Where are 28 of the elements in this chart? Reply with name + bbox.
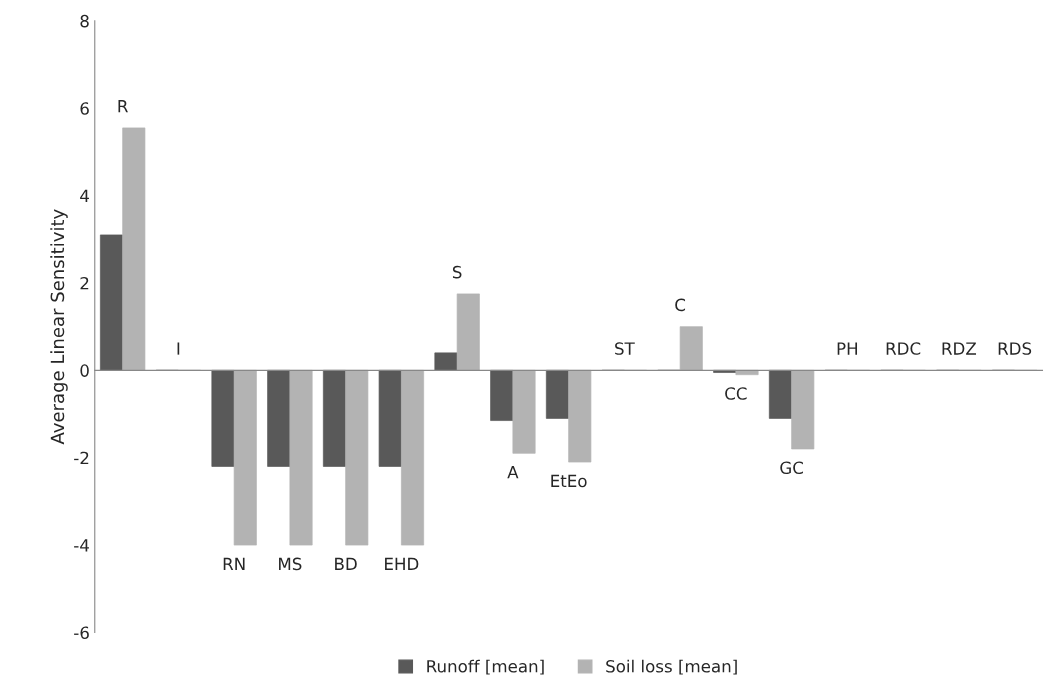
y-tick-label: -2 [74,451,89,465]
x-tick-label: GC [780,461,803,475]
x-tick-label: CC [725,387,747,400]
x-tick-label: BD [335,557,357,570]
y-tick-label: 4 [80,189,89,202]
y-tick-label: 6 [80,102,89,115]
y-tick-label: 0 [80,364,89,377]
x-tick-label: ST [615,342,635,355]
x-tick-label: EtEo [551,474,587,488]
y-tick-label: 8 [80,14,89,28]
x-tick-label: RN [223,557,245,570]
x-tick-label: RDC [886,342,921,355]
x-tick-label: R [118,100,128,113]
x-tick-label: MS [279,557,302,571]
legend-label: Soil loss [mean] [606,659,737,675]
legend-label: Runoff [mean] [427,659,544,675]
x-tick-label: I [177,342,180,355]
y-tick-label: -4 [74,539,89,552]
y-tick-label: 2 [80,276,89,290]
y-tick-label: -6 [74,626,89,640]
x-tick-label: S [452,265,462,279]
y-axis-title: Average Linear Sensitivity [50,209,68,445]
x-tick-label: EHD [385,557,419,570]
x-tick-label: C [675,298,686,312]
x-tick-label: RDZ [942,342,977,355]
x-tick-label: A [507,466,519,479]
x-tick-label: RDS [998,342,1032,355]
x-tick-label: PH [837,342,858,355]
